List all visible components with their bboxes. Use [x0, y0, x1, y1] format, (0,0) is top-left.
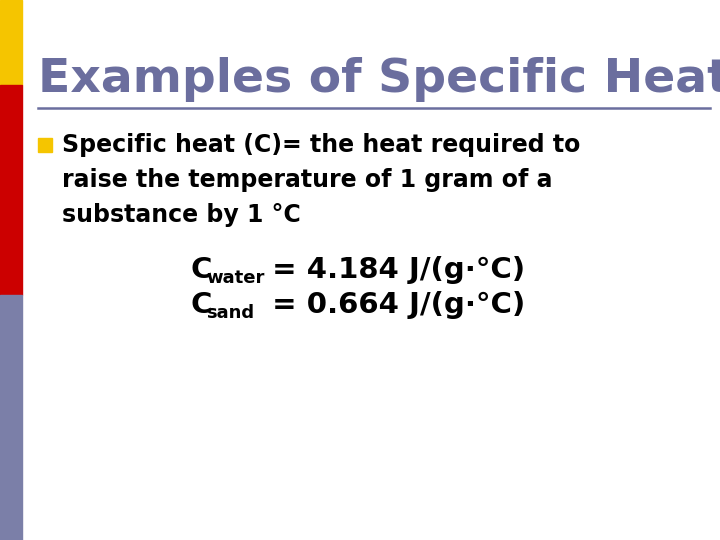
Text: = 0.664 J/(g·°C): = 0.664 J/(g·°C) [262, 291, 526, 319]
Text: substance by 1 °C: substance by 1 °C [62, 203, 301, 227]
Bar [0, 0, 22, 85]
Text: sand: sand [206, 304, 254, 322]
Bar [0, 85, 22, 295]
Text: water: water [206, 269, 264, 287]
Text: C: C [190, 291, 212, 319]
Bar [38, 138, 52, 152]
Bar [0, 295, 22, 540]
Text: C: C [190, 256, 212, 284]
Text: = 4.184 J/(g·°C): = 4.184 J/(g·°C) [262, 256, 525, 284]
Text: Specific heat (C)= the heat required to: Specific heat (C)= the heat required to [62, 133, 580, 157]
Text: raise the temperature of 1 gram of a: raise the temperature of 1 gram of a [62, 168, 552, 192]
Text: Examples of Specific Heat: Examples of Specific Heat [38, 57, 720, 103]
